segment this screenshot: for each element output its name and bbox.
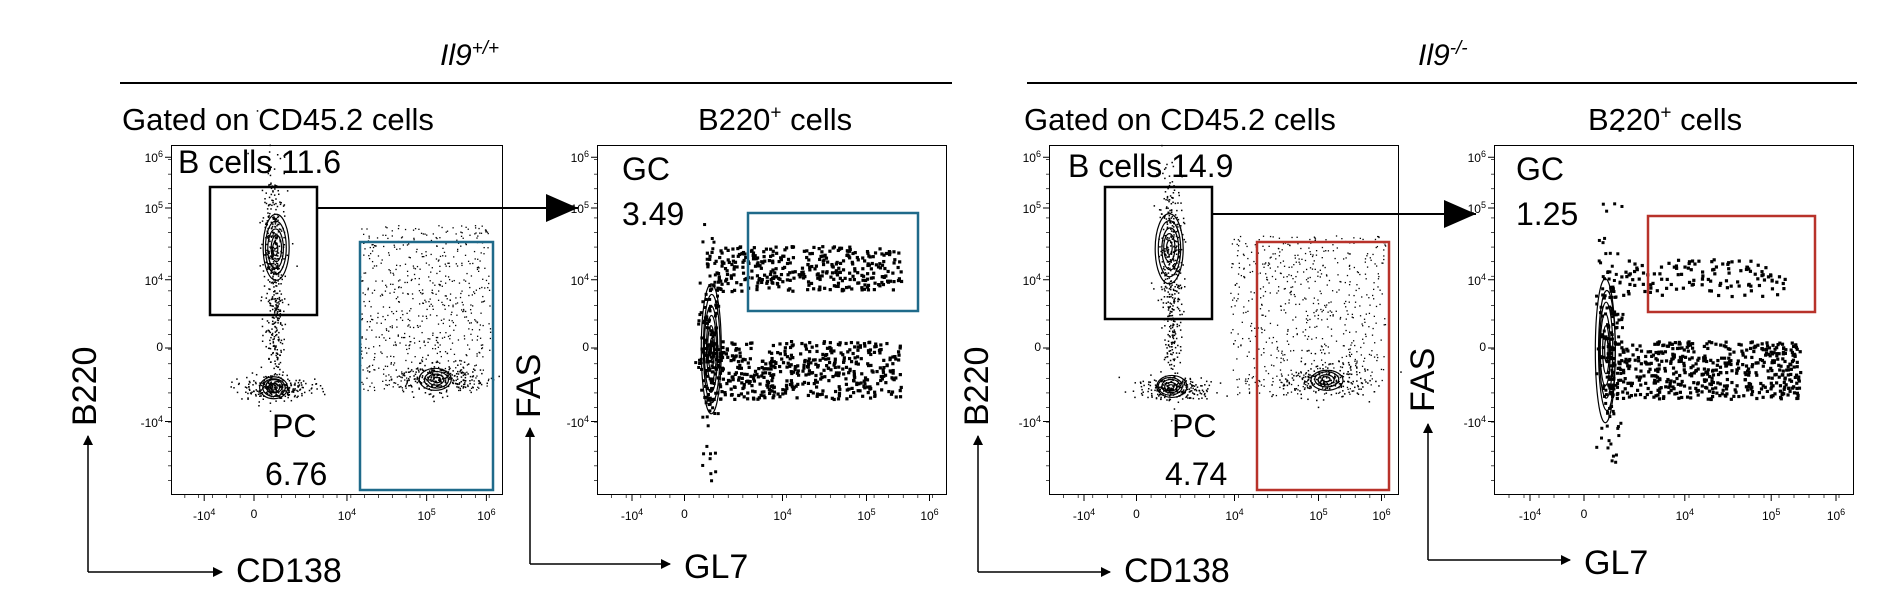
panel-4-y-axis-label: FAS xyxy=(1404,347,1442,412)
panel-3-plot-area xyxy=(1049,145,1399,495)
panel-2-y-tick-1: 105 xyxy=(570,200,589,216)
panel-2-y-tick-3: 0 xyxy=(582,340,589,354)
panel-1-x-tick-3: 105 xyxy=(417,507,436,523)
group-title-wt: Il9+/+ xyxy=(440,38,500,72)
panel-4-gate-gc-label: GC xyxy=(1516,151,1564,187)
panel-3-x-tick-1: 0 xyxy=(1133,507,1140,521)
panel-3-y-axis-label: B220 xyxy=(958,346,996,426)
panel-4-title: B220+ cells xyxy=(1588,102,1743,137)
panel-2-x-axis-label: GL7 xyxy=(684,548,749,586)
group-title-ko: Il9-/- xyxy=(1418,38,1468,72)
panel-1-x-axis-label: CD138 xyxy=(236,552,342,590)
group-rule-wt xyxy=(120,82,952,84)
panel-3-y-tick-2: 104 xyxy=(1022,271,1041,288)
panel-4-y-tick-2: 104 xyxy=(1467,271,1486,288)
panel-3-x-tick-0: -104 xyxy=(1072,507,1096,523)
panel-1-gate-b-cells-label: B cells 11.6 xyxy=(178,144,342,180)
panel-4-gate-gc-value: 1.25 xyxy=(1516,196,1579,232)
panel-4-x-tick-3: 105 xyxy=(1762,507,1781,523)
panel-2-x-tick-0: -104 xyxy=(620,507,644,523)
panel-3-gate-pc-value: 4.74 xyxy=(1165,456,1228,492)
panel-4-y-tick-0: 106 xyxy=(1467,149,1486,166)
panel-2-x-tick-1: 0 xyxy=(681,507,688,521)
panel-2-x-tick-2: 104 xyxy=(773,507,792,523)
panel-4-y-tick-4: -104 xyxy=(1463,413,1486,430)
panel-1-title: Gated on CD45.2 cells xyxy=(122,102,434,137)
panel-3-x-tick-2: 104 xyxy=(1225,507,1244,523)
panel-4-x-tick-2: 104 xyxy=(1675,507,1694,523)
panel-4-x-tick-4: 106 xyxy=(1826,507,1846,523)
panel-4-y-tick-3: 0 xyxy=(1479,340,1486,354)
panel-1-y-tick-4: -104 xyxy=(140,413,163,430)
panel-4-x-tick-1: 0 xyxy=(1580,507,1588,521)
panel-3-y-tick-0: 106 xyxy=(1022,149,1041,166)
panel-3-x-axis-label: CD138 xyxy=(1124,552,1230,590)
panel-1-plot-area xyxy=(171,145,503,495)
panel-1-y-tick-2: 104 xyxy=(144,271,163,288)
panel-1-gate-pc-value: 6.76 xyxy=(265,456,328,492)
panel-1-gate-pc-label: PC xyxy=(272,408,317,444)
panel-3-gate-pc-label: PC xyxy=(1172,408,1217,444)
panel-3-x-tick-3: 105 xyxy=(1309,507,1328,523)
panel-1-y-tick-1: 105 xyxy=(144,200,163,216)
panel-3-gate-b-cells-label: B cells 14.9 xyxy=(1068,148,1234,184)
panel-2-x-tick-3: 105 xyxy=(857,507,876,523)
panel-2-y-tick-2: 104 xyxy=(570,271,589,288)
panel-1-x-tick-0: -104 xyxy=(193,507,216,523)
panel-2-y-tick-4: -104 xyxy=(566,413,589,430)
group-rule-ko xyxy=(1027,82,1857,84)
panel-2-title: B220+ cells xyxy=(698,102,853,137)
panel-2-y-tick-0: 106 xyxy=(570,149,589,166)
panel-2-gate-gc-value: 3.49 xyxy=(622,196,685,232)
panel-3-pc-dense-event xyxy=(1400,371,1402,373)
panel-3-y-tick-3: 0 xyxy=(1034,340,1041,354)
panel-3-y-tick-1: 105 xyxy=(1022,200,1041,216)
panel-3-x-tick-4: 106 xyxy=(1372,507,1391,523)
panel-4-x-axis-label: GL7 xyxy=(1584,544,1649,582)
panel-1-y-axis-label: B220 xyxy=(66,346,104,426)
panel-1-y-tick-3: 0 xyxy=(156,340,163,354)
panel-2-x-tick-4: 106 xyxy=(920,507,939,523)
panel-2-gate-gc-label: GC xyxy=(622,151,670,187)
panel-2-y-axis-label: FAS xyxy=(510,353,548,418)
panel-1-y-tick-0: 106 xyxy=(144,149,163,166)
panel-3-title: Gated on CD45.2 cells xyxy=(1024,102,1336,137)
panel-1-x-tick-2: 104 xyxy=(337,507,357,523)
panel-3-y-tick-4: -104 xyxy=(1018,413,1041,430)
panel-1-x-tick-4: 106 xyxy=(477,507,496,523)
panel-1-x-tick-1: 0 xyxy=(250,507,258,521)
panel-4-y-tick-1: 105 xyxy=(1467,200,1486,216)
panel-4-x-tick-0: -104 xyxy=(1518,507,1542,523)
